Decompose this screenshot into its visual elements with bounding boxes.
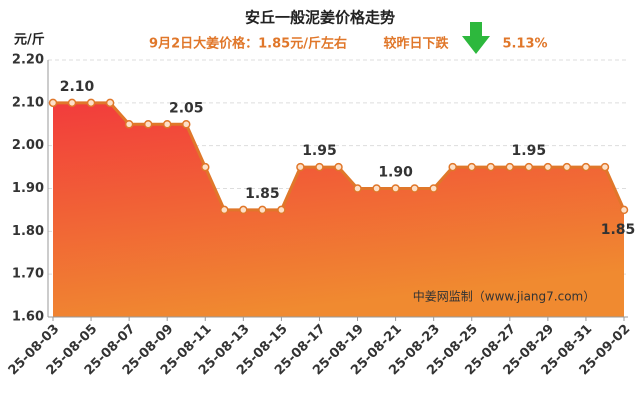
point (315, 162, 324, 172)
point (353, 184, 362, 193)
point (543, 162, 553, 172)
point (391, 184, 400, 193)
point (67, 98, 77, 108)
point (410, 184, 419, 193)
y-tick-label: 1.60 (12, 310, 44, 325)
data-label: 1.85 (245, 186, 280, 202)
point (467, 162, 476, 172)
point (296, 162, 305, 172)
chart-title: 安丘一般泥姜价格走势 (245, 9, 395, 27)
y-tick-label: 1.90 (12, 181, 44, 196)
point (562, 162, 572, 172)
data-label: 2.05 (169, 100, 204, 116)
watermark: 中姜网监制（www.jiang7.com） (413, 289, 595, 304)
y-tick-label: 1.70 (12, 267, 44, 282)
down-arrow (462, 22, 490, 54)
point (600, 162, 610, 172)
point (277, 205, 286, 215)
point (581, 162, 591, 172)
change-label: 较昨日下跌 (383, 36, 449, 52)
point (429, 184, 438, 193)
y-tick-label: 2.10 (12, 95, 44, 110)
area (53, 102, 624, 317)
point (105, 98, 115, 108)
point (86, 98, 96, 108)
y-tick-label: 2.00 (12, 138, 44, 153)
point (486, 162, 496, 172)
point (181, 120, 191, 129)
data-label: 1.95 (302, 143, 337, 159)
y-tick-label: 2.20 (12, 53, 44, 68)
point (334, 162, 343, 172)
point (372, 184, 381, 193)
point (143, 120, 153, 129)
change-value: 5.13% (502, 37, 547, 52)
point (48, 98, 58, 108)
y-tick-label: 1.80 (12, 224, 44, 239)
data-label: 1.85 (601, 222, 636, 238)
point (619, 205, 629, 215)
point (524, 162, 534, 172)
point (239, 205, 248, 215)
point (505, 162, 515, 172)
data-label: 1.90 (378, 165, 413, 181)
subtitle: 9月2日大姜价格：1.85元/斤左右 (149, 36, 347, 52)
point (124, 120, 134, 129)
point (448, 162, 457, 172)
point (162, 120, 172, 129)
data-label: 2.10 (60, 79, 95, 95)
point (258, 205, 267, 215)
point (220, 205, 229, 215)
point (201, 162, 210, 172)
y-axis-label: 元/斤 (14, 32, 45, 48)
data-label: 1.95 (512, 143, 547, 159)
